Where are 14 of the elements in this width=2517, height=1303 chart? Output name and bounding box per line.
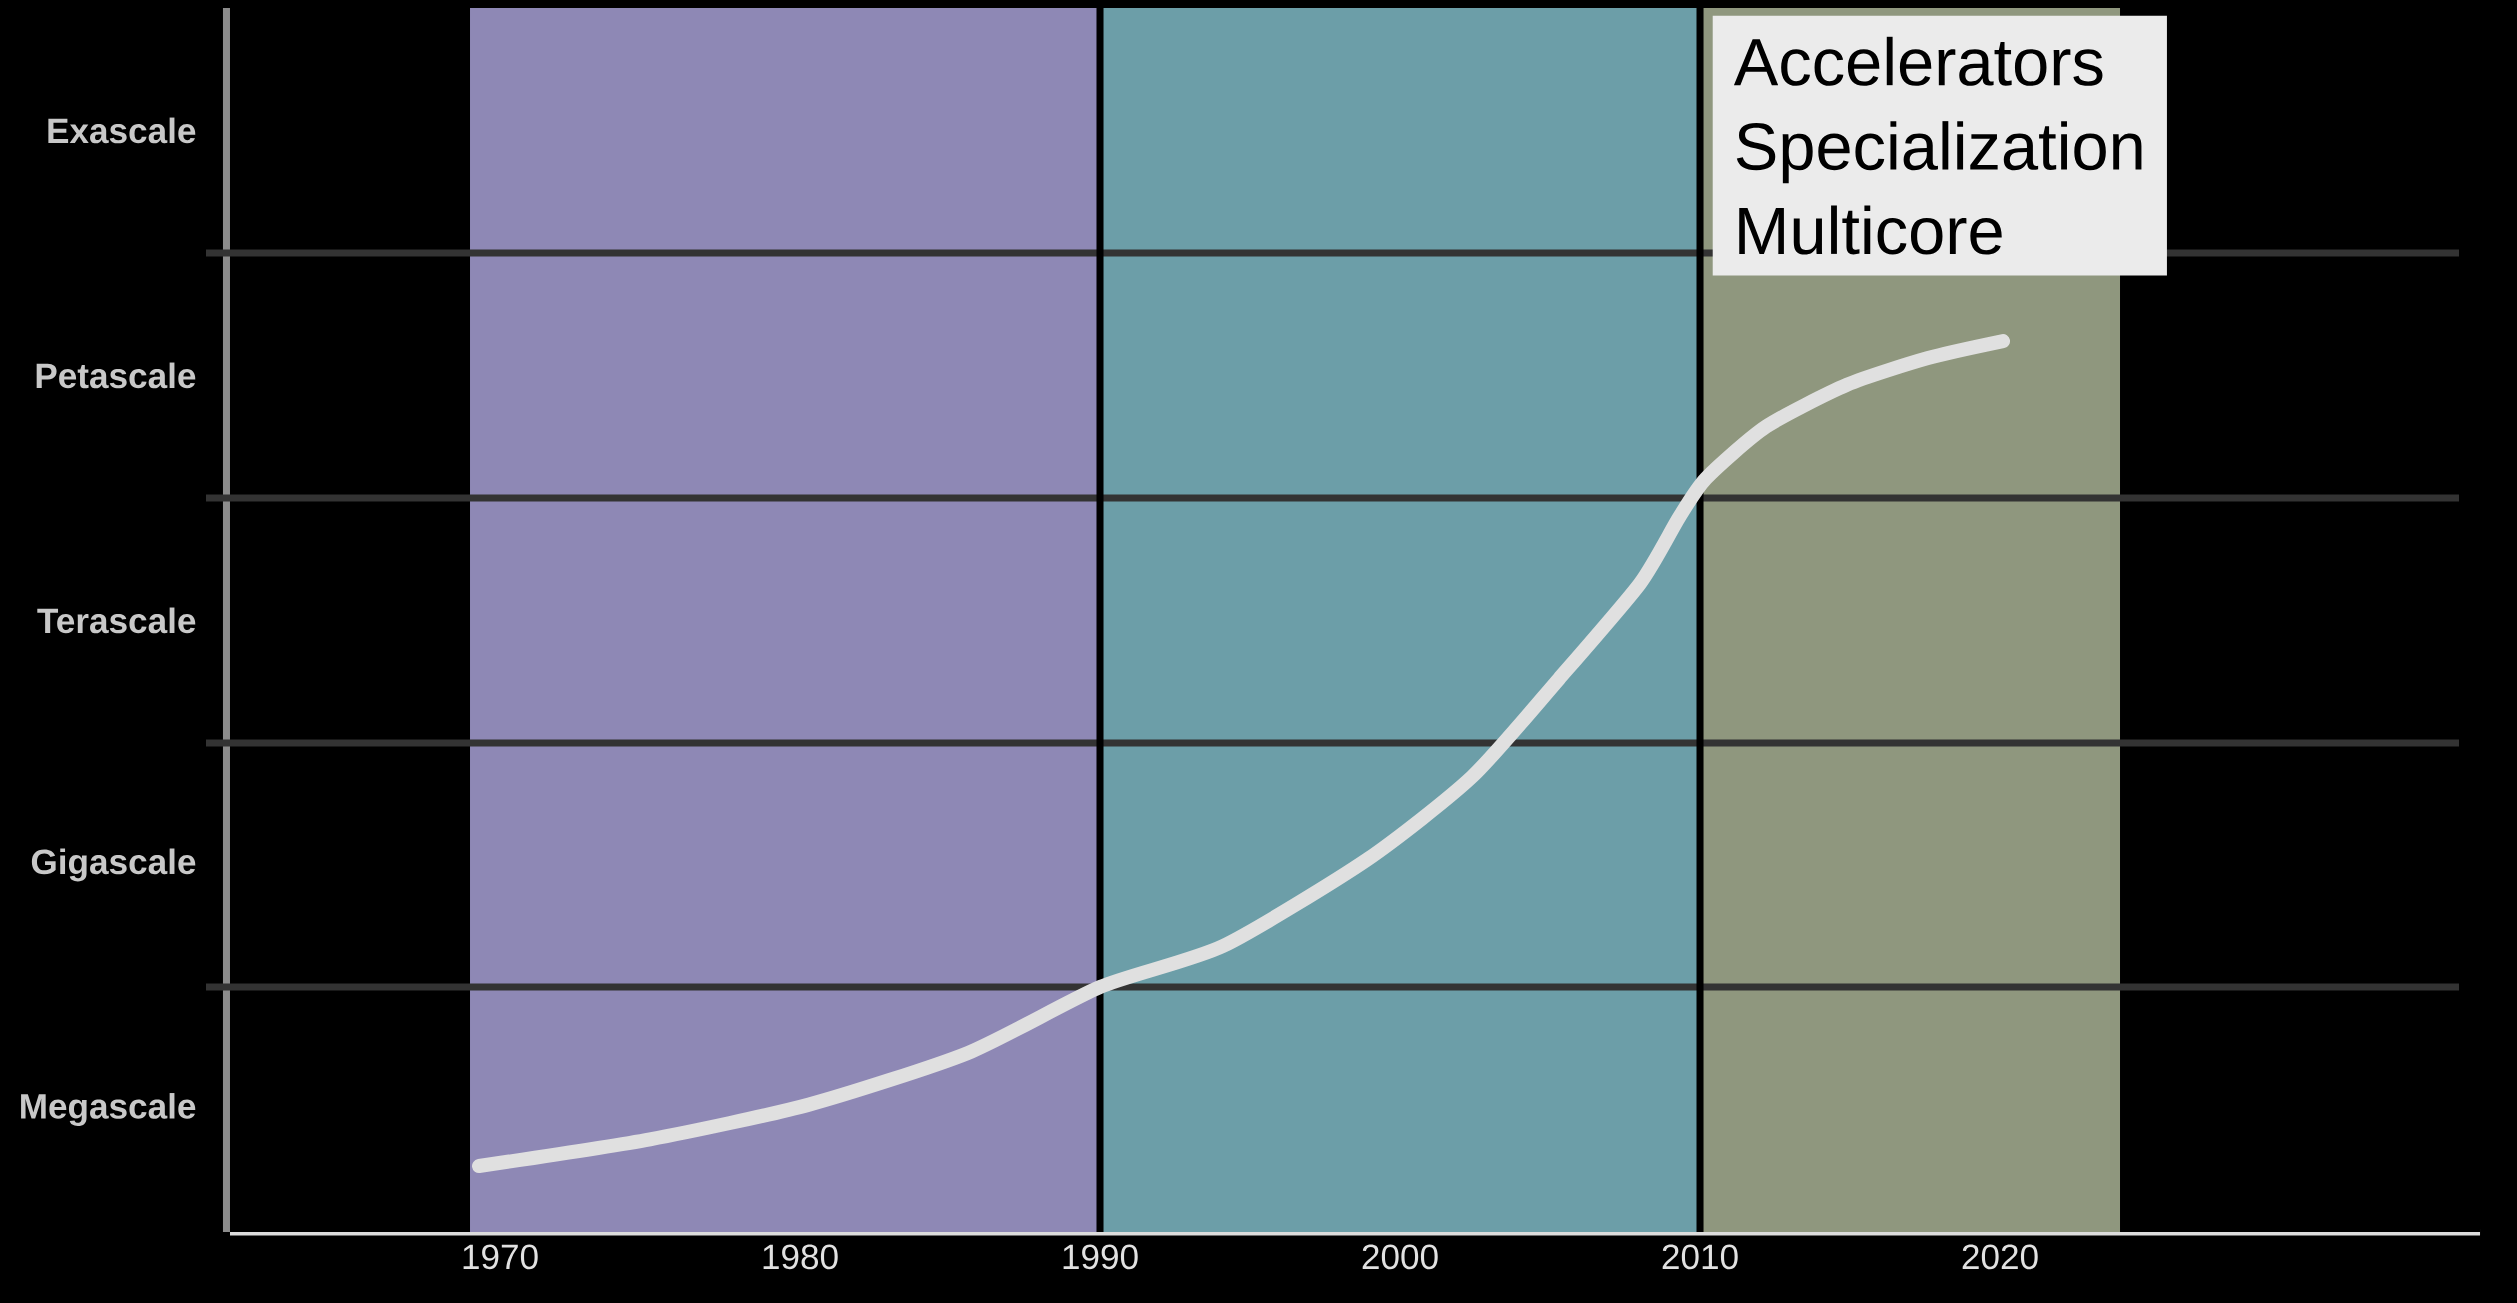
band-label: Gigascale [31,848,196,882]
band-label: Megascale [21,1093,196,1126]
x-tick-label: 1990 [1063,1244,1138,1270]
band-label: Terascale [37,607,196,634]
text: Accelerators [1733,36,2103,86]
x-tick-label: 2020 [1962,1244,2038,1270]
band-label: Petascale [36,362,196,389]
text: Specialization [1736,121,2142,184]
x-tick-label: 2000 [1362,1244,1438,1270]
x-tick-label: 1980 [763,1244,838,1270]
x-tick-label: 2010 [1662,1244,1738,1270]
band-label: Exascale [48,117,196,144]
text: Multicore [1739,205,2002,255]
x-tick-label: 1970 [463,1244,538,1270]
